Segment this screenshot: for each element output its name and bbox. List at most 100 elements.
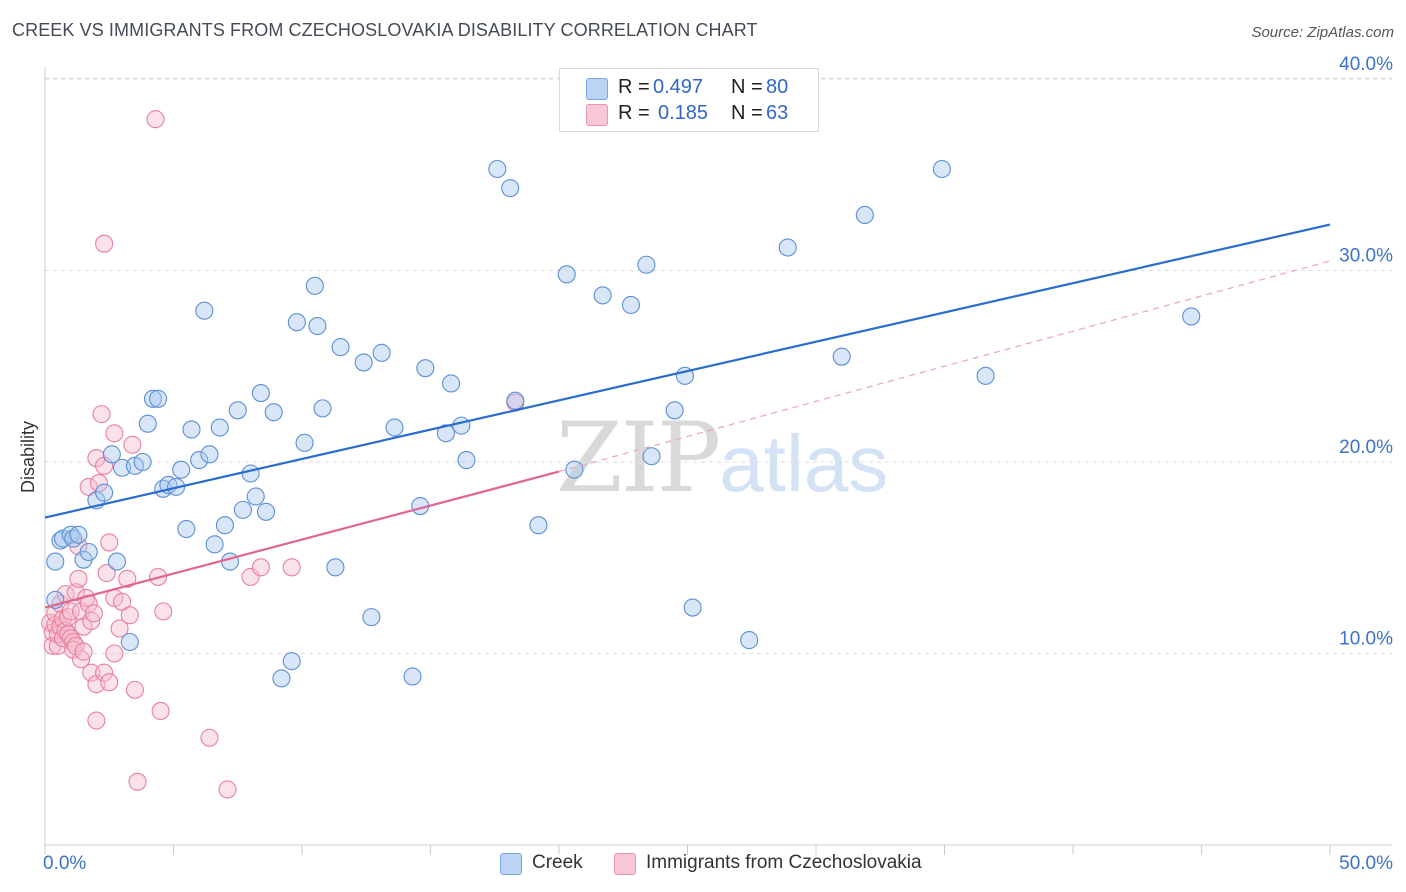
czech-point — [82, 663, 101, 682]
creek-point — [372, 343, 391, 362]
creek-point — [287, 313, 306, 332]
czech-point — [113, 592, 132, 611]
y-tick-label: 20.0% — [1339, 437, 1393, 458]
legend-n-label: N = — [731, 76, 763, 98]
czech-point — [97, 564, 116, 583]
correlation-legend: R = 0.497 N = 80 R = 0.185 N = 63 — [559, 68, 819, 132]
creek-point — [354, 353, 373, 372]
y-tick-label: 30.0% — [1339, 246, 1393, 267]
czech-point — [61, 602, 80, 621]
czech-point — [146, 110, 165, 129]
y-tick-label: 10.0% — [1339, 629, 1393, 650]
creek-point — [190, 451, 209, 470]
creek-point — [621, 295, 641, 315]
x-tick-label: 50.0% — [1339, 853, 1393, 874]
czech-trend-extension — [558, 260, 1331, 473]
legend-r-value: 0.185 — [658, 102, 709, 124]
creek-point — [79, 542, 98, 562]
creek-point — [305, 276, 324, 295]
axes — [44, 67, 1392, 855]
chart-title: CREEK VS IMMIGRANTS FROM CZECHOSLOVAKIA … — [12, 20, 758, 40]
creek-point — [501, 179, 520, 198]
creek-point — [272, 669, 291, 688]
creek-point — [416, 359, 435, 378]
creek-point — [506, 391, 525, 410]
czech-point — [87, 711, 106, 730]
creek-point — [976, 366, 995, 385]
creek-point — [102, 445, 121, 464]
trend-lines — [44, 223, 1331, 609]
creek-point — [452, 416, 471, 435]
creek-point — [457, 451, 476, 470]
czech-point — [125, 680, 144, 699]
legend-n-label: N = — [731, 102, 763, 124]
creek-point — [557, 265, 576, 284]
creek-point — [241, 464, 260, 483]
creek-point — [246, 487, 265, 506]
creek-point — [488, 159, 507, 179]
creek-point — [220, 552, 240, 571]
legend-n-value: 80 — [766, 76, 789, 98]
legend-r-label: R = — [618, 102, 650, 124]
czech-point — [43, 636, 62, 655]
czech-point — [105, 424, 124, 443]
czech-trend-line — [44, 470, 560, 609]
source-label: Source: ZipAtlas.com — [1251, 24, 1394, 41]
creek-point — [1182, 307, 1201, 326]
creek-point — [436, 424, 455, 443]
creek-point — [282, 652, 301, 671]
watermark-zip: ZIP — [556, 402, 721, 514]
watermark-atlas: atlas — [719, 419, 889, 508]
creek-point — [529, 516, 548, 535]
creek-swatch — [586, 78, 608, 100]
creek-point — [932, 159, 951, 179]
creek-point — [593, 286, 612, 305]
creek-point — [182, 420, 201, 439]
creek-point — [195, 301, 214, 320]
creek-point — [256, 502, 276, 521]
czech-point — [95, 234, 114, 253]
czech-point — [218, 780, 237, 799]
watermark: ZIPatlas — [556, 402, 888, 514]
legend-n-value: 63 — [766, 102, 789, 124]
czech-point — [84, 604, 103, 623]
grid-lines — [45, 77, 1392, 654]
creek-point — [326, 558, 345, 577]
czech-swatch — [614, 853, 636, 875]
creek-point — [69, 525, 88, 544]
czech-point — [118, 569, 137, 588]
creek-point — [251, 384, 270, 403]
czech-point — [282, 558, 301, 577]
czech-point — [128, 772, 147, 791]
creek-point — [565, 460, 584, 479]
creek-point — [665, 401, 684, 420]
creek-point — [46, 552, 65, 571]
creek-point — [177, 519, 196, 539]
creek-point — [308, 316, 327, 336]
czech-point — [251, 558, 270, 577]
creek-point — [172, 460, 191, 479]
czech-point — [200, 728, 219, 747]
creek-point — [642, 447, 661, 466]
creek-point — [120, 632, 139, 652]
creek-point — [215, 516, 234, 535]
czech-swatch — [586, 104, 608, 126]
creek-point — [295, 433, 314, 452]
czech-point — [95, 663, 114, 682]
czech-point — [105, 644, 124, 663]
creek-point — [228, 401, 247, 420]
creek-point — [683, 598, 702, 617]
x-tick-label: 0.0% — [43, 853, 86, 874]
creek-point — [778, 238, 797, 257]
czech-point — [87, 449, 106, 468]
axis-labels: 10.0% 20.0% 30.0% 40.0% 0.0% 50.0% Disability — [18, 54, 1393, 874]
creek-point — [264, 403, 283, 422]
creek-points — [46, 159, 1201, 688]
y-axis-label: Disability — [18, 421, 38, 493]
creek-point — [832, 347, 851, 366]
czech-point — [74, 642, 93, 661]
creek-point — [637, 255, 656, 274]
creek-point — [331, 338, 350, 357]
creek-point — [95, 483, 114, 502]
